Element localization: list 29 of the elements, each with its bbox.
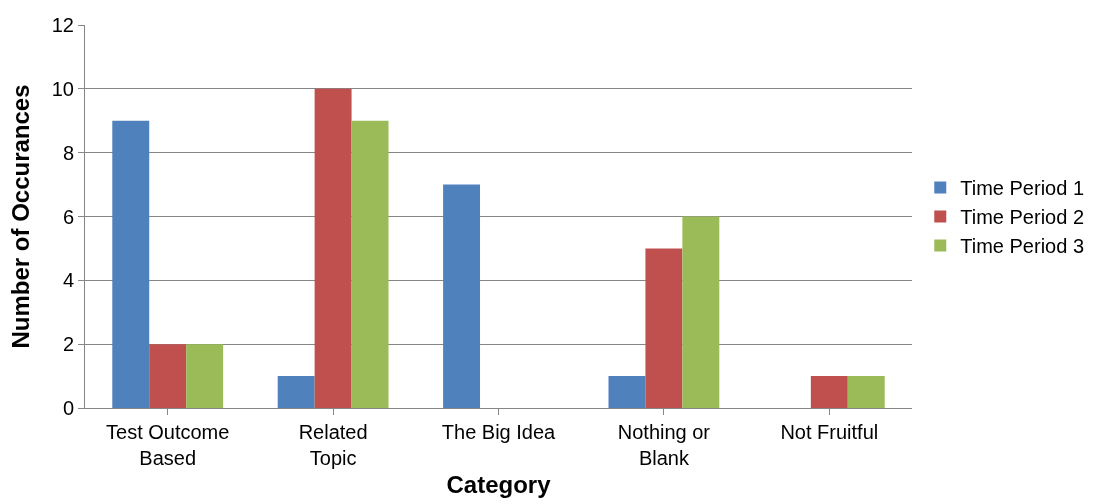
bar: [682, 216, 720, 408]
x-axis-title: Category: [446, 471, 552, 499]
bar: [443, 184, 481, 408]
y-tick-label: 4: [62, 269, 74, 292]
x-tick-label: Nothing or Blank: [617, 421, 711, 469]
legend-label: Time Period 3: [960, 235, 1085, 258]
y-tick-label: 6: [62, 205, 74, 228]
y-tick-label: 10: [51, 77, 74, 100]
bar: [112, 120, 150, 408]
y-tick-label: 0: [62, 397, 74, 419]
bar: [847, 376, 885, 408]
legend-label: Time Period 2: [960, 206, 1085, 229]
y-tick-label: 12: [51, 14, 74, 36]
bar: [277, 376, 315, 408]
bar: [351, 120, 389, 408]
bar: [314, 88, 352, 408]
bar: [149, 344, 187, 408]
bar: [608, 376, 646, 408]
y-tick-label: 8: [62, 141, 74, 164]
x-tick-label: Not Fruitful: [780, 421, 879, 443]
x-tick-label: Test Outcome Based: [106, 421, 230, 469]
y-tick-label: 2: [62, 333, 74, 356]
bar: [645, 248, 683, 408]
legend-label: Time Period 1: [960, 177, 1085, 200]
x-tick-label: Related Topic: [298, 421, 368, 469]
x-tick-label: The Big Idea: [441, 421, 557, 443]
bar: [186, 344, 224, 408]
bar: [810, 376, 848, 408]
y-axis-title: Number of Occurances: [6, 84, 34, 349]
